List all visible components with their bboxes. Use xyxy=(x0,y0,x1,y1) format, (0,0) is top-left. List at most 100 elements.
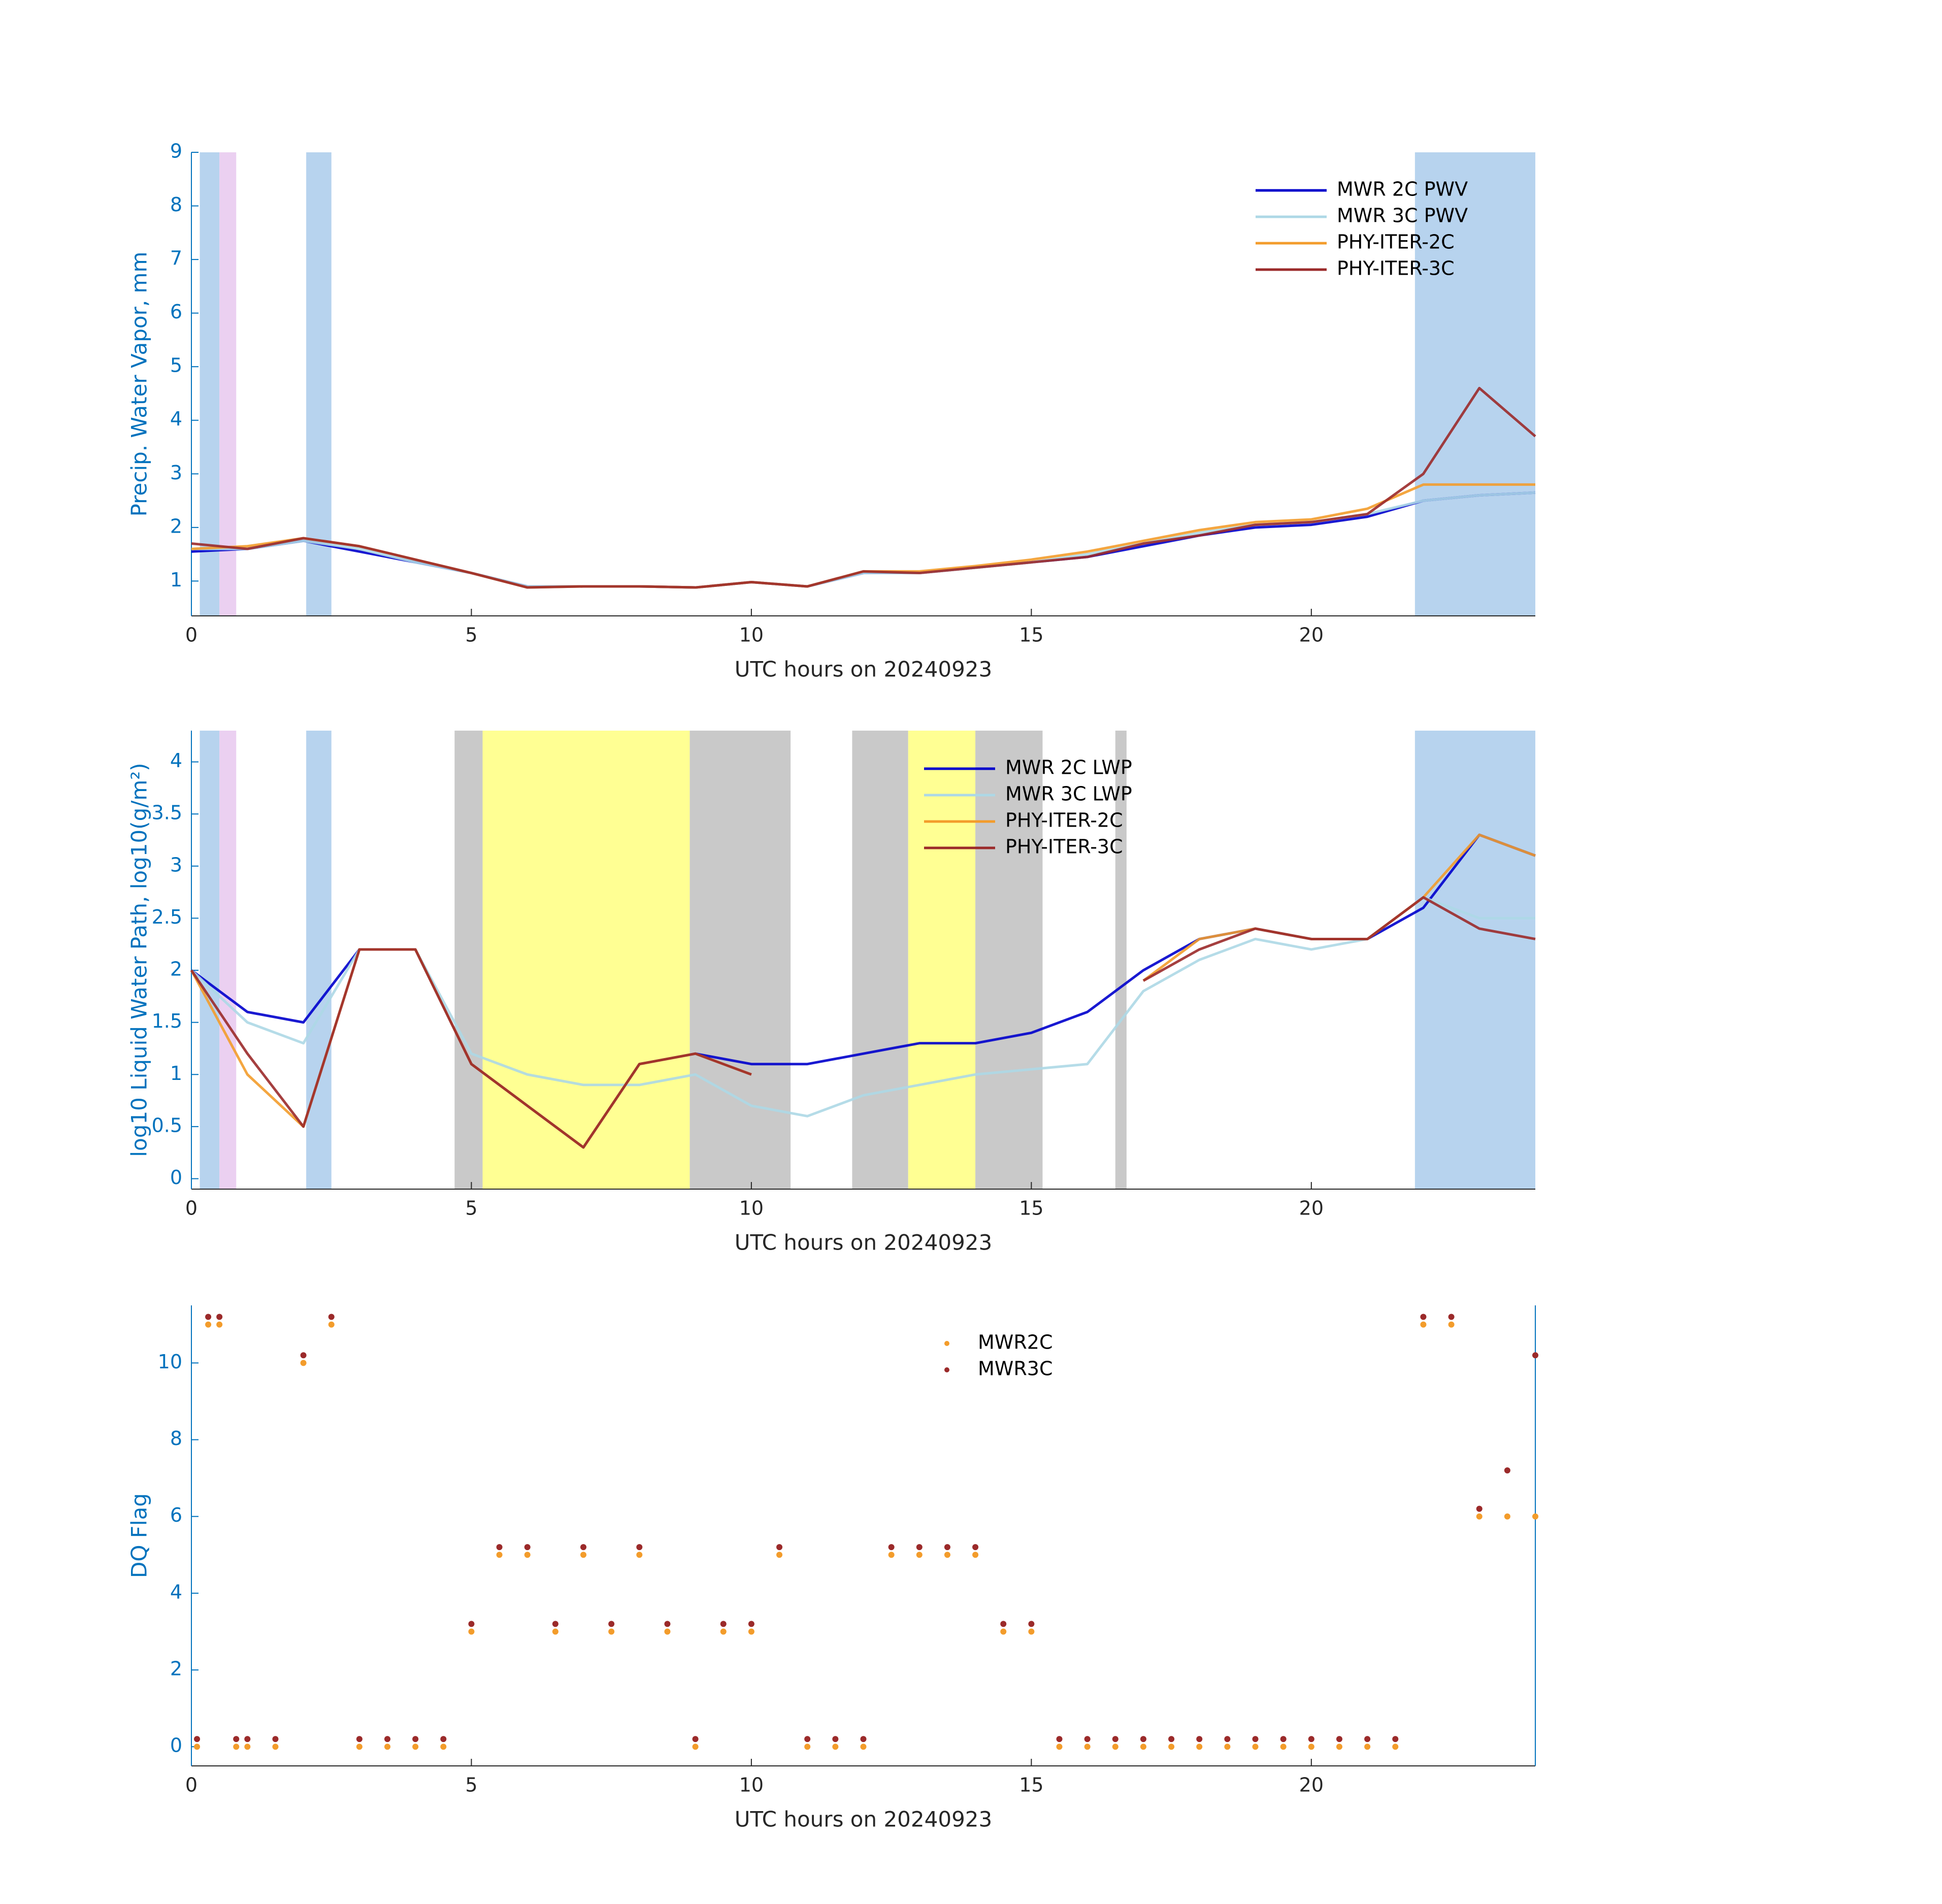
y-axis-label: Precip. Water Vapor, mm xyxy=(127,252,152,517)
x-tick-label: 0 xyxy=(185,1774,198,1796)
shaded-region xyxy=(200,152,220,616)
legend-label: MWR3C xyxy=(978,1358,1052,1380)
shaded-region xyxy=(1414,152,1535,616)
data-point xyxy=(1308,1736,1314,1743)
data-point xyxy=(580,1552,587,1558)
y-tick-label: 0 xyxy=(170,1166,182,1189)
shaded-region xyxy=(482,731,690,1189)
x-tick-label: 10 xyxy=(739,1197,764,1220)
y-tick-label: 1 xyxy=(170,569,182,591)
data-point xyxy=(272,1736,279,1743)
y-tick-label: 4 xyxy=(170,408,182,430)
y-tick-label: 2.5 xyxy=(152,906,182,928)
data-point xyxy=(1532,1352,1538,1359)
data-point xyxy=(692,1744,699,1750)
legend-label: PHY-ITER-3C xyxy=(1337,257,1455,280)
data-point xyxy=(468,1621,475,1627)
data-point xyxy=(244,1736,251,1743)
data-point xyxy=(1504,1467,1510,1474)
data-point xyxy=(328,1321,335,1328)
data-point xyxy=(1364,1736,1371,1743)
x-tick-label: 20 xyxy=(1299,1197,1324,1220)
data-point xyxy=(636,1544,643,1551)
y-axis-label: log10 Liquid Water Path, log10(g/m²) xyxy=(127,763,152,1157)
data-point xyxy=(664,1621,671,1627)
y-tick-label: 2 xyxy=(170,1658,182,1680)
data-point xyxy=(1028,1628,1035,1635)
data-point xyxy=(580,1544,587,1551)
data-point xyxy=(832,1736,839,1743)
data-point xyxy=(1392,1744,1399,1750)
data-point xyxy=(1084,1736,1091,1743)
y-tick-label: 3 xyxy=(170,462,182,484)
data-point xyxy=(804,1736,811,1743)
data-point xyxy=(356,1744,363,1750)
x-tick-label: 5 xyxy=(465,1774,477,1796)
data-point xyxy=(1336,1736,1342,1743)
data-point xyxy=(1196,1736,1203,1743)
shaded-region xyxy=(689,731,791,1189)
data-point xyxy=(972,1544,979,1551)
data-point xyxy=(440,1736,447,1743)
data-point xyxy=(496,1552,503,1558)
data-point xyxy=(748,1621,754,1627)
data-point xyxy=(496,1544,503,1551)
x-tick-label: 10 xyxy=(739,1774,764,1796)
data-point xyxy=(1308,1744,1314,1750)
y-tick-label: 10 xyxy=(158,1351,182,1373)
data-point xyxy=(776,1552,783,1558)
data-point xyxy=(1168,1736,1175,1743)
data-point xyxy=(1420,1321,1427,1328)
data-point xyxy=(860,1744,867,1750)
data-point xyxy=(1224,1744,1231,1750)
data-point xyxy=(244,1744,251,1750)
data-point xyxy=(888,1552,895,1558)
data-point xyxy=(216,1321,223,1328)
data-point xyxy=(1056,1744,1063,1750)
legend-label: MWR 3C PWV xyxy=(1337,205,1468,227)
data-point xyxy=(1140,1744,1146,1750)
data-point xyxy=(1364,1744,1371,1750)
data-point xyxy=(205,1314,212,1320)
data-point xyxy=(1532,1513,1538,1520)
data-point xyxy=(272,1744,279,1750)
data-point xyxy=(860,1736,867,1743)
legend-label: MWR2C xyxy=(978,1331,1052,1354)
x-tick-label: 5 xyxy=(465,1197,477,1220)
x-tick-label: 20 xyxy=(1299,624,1324,646)
data-point xyxy=(1000,1628,1007,1635)
data-point xyxy=(748,1628,754,1635)
shaded-region xyxy=(852,731,908,1189)
y-tick-label: 1.5 xyxy=(152,1010,182,1032)
y-tick-label: 0.5 xyxy=(152,1114,182,1136)
data-point xyxy=(1196,1744,1203,1750)
data-point xyxy=(972,1552,979,1558)
legend-label: PHY-ITER-2C xyxy=(1337,231,1455,253)
data-point xyxy=(194,1744,201,1750)
y-tick-label: 4 xyxy=(170,1581,182,1603)
data-point xyxy=(412,1736,419,1743)
y-tick-label: 6 xyxy=(170,301,182,323)
data-point xyxy=(1168,1744,1175,1750)
data-point xyxy=(1112,1744,1118,1750)
y-tick-label: 6 xyxy=(170,1504,182,1526)
y-tick-label: 2 xyxy=(170,515,182,537)
legend-label: PHY-ITER-3C xyxy=(1005,836,1123,858)
data-point xyxy=(233,1736,240,1743)
x-tick-label: 5 xyxy=(465,624,477,646)
shaded-region xyxy=(200,731,220,1189)
data-point xyxy=(804,1744,811,1750)
data-point xyxy=(328,1314,335,1320)
data-point xyxy=(832,1744,839,1750)
data-point xyxy=(1252,1736,1259,1743)
data-point xyxy=(944,1544,950,1551)
data-point xyxy=(412,1744,419,1750)
x-tick-label: 0 xyxy=(185,624,198,646)
data-point xyxy=(216,1314,223,1320)
data-point xyxy=(205,1321,212,1328)
data-point xyxy=(1280,1744,1287,1750)
x-axis-label: UTC hours on 20240923 xyxy=(735,1230,993,1255)
data-point xyxy=(1392,1736,1399,1743)
data-point xyxy=(1476,1505,1483,1512)
legend-label: PHY-ITER-2C xyxy=(1005,809,1123,832)
